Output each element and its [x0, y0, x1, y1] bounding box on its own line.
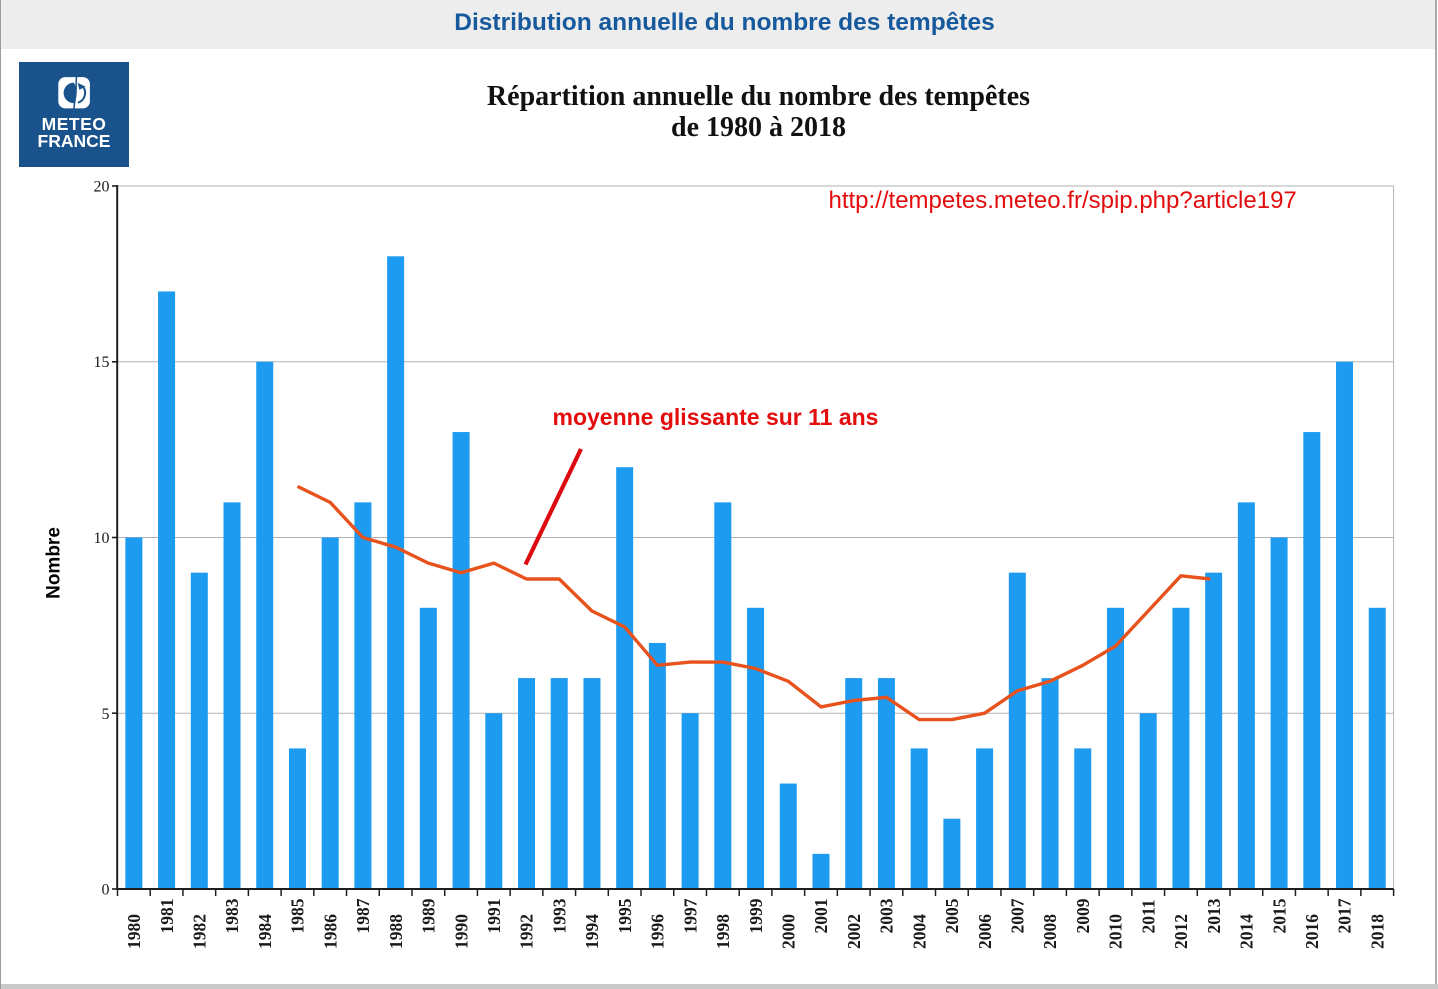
svg-text:1983: 1983	[222, 898, 242, 933]
svg-text:2002: 2002	[844, 914, 864, 949]
svg-text:2013: 2013	[1204, 898, 1224, 933]
svg-text:2000: 2000	[778, 914, 798, 949]
svg-text:http://tempetes.meteo.fr/spip.: http://tempetes.meteo.fr/spip.php?articl…	[829, 187, 1297, 214]
svg-text:2007: 2007	[1008, 898, 1028, 933]
svg-text:1996: 1996	[648, 914, 668, 949]
svg-text:1991: 1991	[484, 899, 504, 934]
svg-text:2016: 2016	[1302, 914, 1322, 949]
svg-text:2015: 2015	[1269, 898, 1289, 933]
svg-text:2005: 2005	[942, 898, 962, 933]
svg-text:1986: 1986	[320, 914, 340, 949]
svg-text:1990: 1990	[451, 914, 471, 949]
svg-text:1984: 1984	[255, 914, 275, 949]
svg-text:2011: 2011	[1138, 899, 1158, 933]
svg-text:2010: 2010	[1106, 914, 1126, 949]
svg-text:2004: 2004	[909, 914, 929, 949]
svg-text:2014: 2014	[1237, 914, 1257, 949]
svg-text:2012: 2012	[1171, 914, 1191, 949]
svg-text:1987: 1987	[353, 898, 373, 933]
svg-text:2001: 2001	[811, 899, 831, 934]
svg-text:1988: 1988	[386, 914, 406, 949]
svg-text:1999: 1999	[746, 898, 766, 933]
svg-text:METEO: METEO	[42, 114, 107, 134]
svg-text:1981: 1981	[157, 899, 177, 934]
svg-text:1998: 1998	[713, 914, 733, 949]
svg-text:2018: 2018	[1367, 914, 1387, 949]
svg-text:1989: 1989	[419, 898, 439, 933]
svg-text:moyenne glissante sur 11 ans: moyenne glissante sur 11 ans	[553, 404, 879, 430]
svg-text:1985: 1985	[288, 898, 308, 933]
svg-text:5: 5	[102, 706, 110, 723]
svg-text:1993: 1993	[549, 898, 569, 933]
svg-text:FRANCE: FRANCE	[38, 131, 111, 151]
svg-text:1982: 1982	[190, 914, 210, 949]
svg-text:20: 20	[94, 179, 110, 196]
svg-text:15: 15	[94, 354, 110, 371]
svg-text:10: 10	[94, 530, 110, 547]
svg-text:2008: 2008	[1040, 914, 1060, 949]
svg-text:0: 0	[102, 882, 110, 899]
svg-text:1980: 1980	[124, 914, 144, 949]
svg-text:2006: 2006	[975, 914, 995, 949]
svg-text:2009: 2009	[1073, 898, 1093, 933]
svg-text:1995: 1995	[615, 898, 635, 933]
svg-text:1992: 1992	[517, 914, 537, 949]
svg-text:1997: 1997	[680, 898, 700, 933]
svg-text:2017: 2017	[1335, 898, 1355, 933]
svg-text:1994: 1994	[582, 914, 602, 949]
svg-text:Nombre: Nombre	[44, 527, 65, 599]
svg-text:2003: 2003	[877, 898, 897, 933]
